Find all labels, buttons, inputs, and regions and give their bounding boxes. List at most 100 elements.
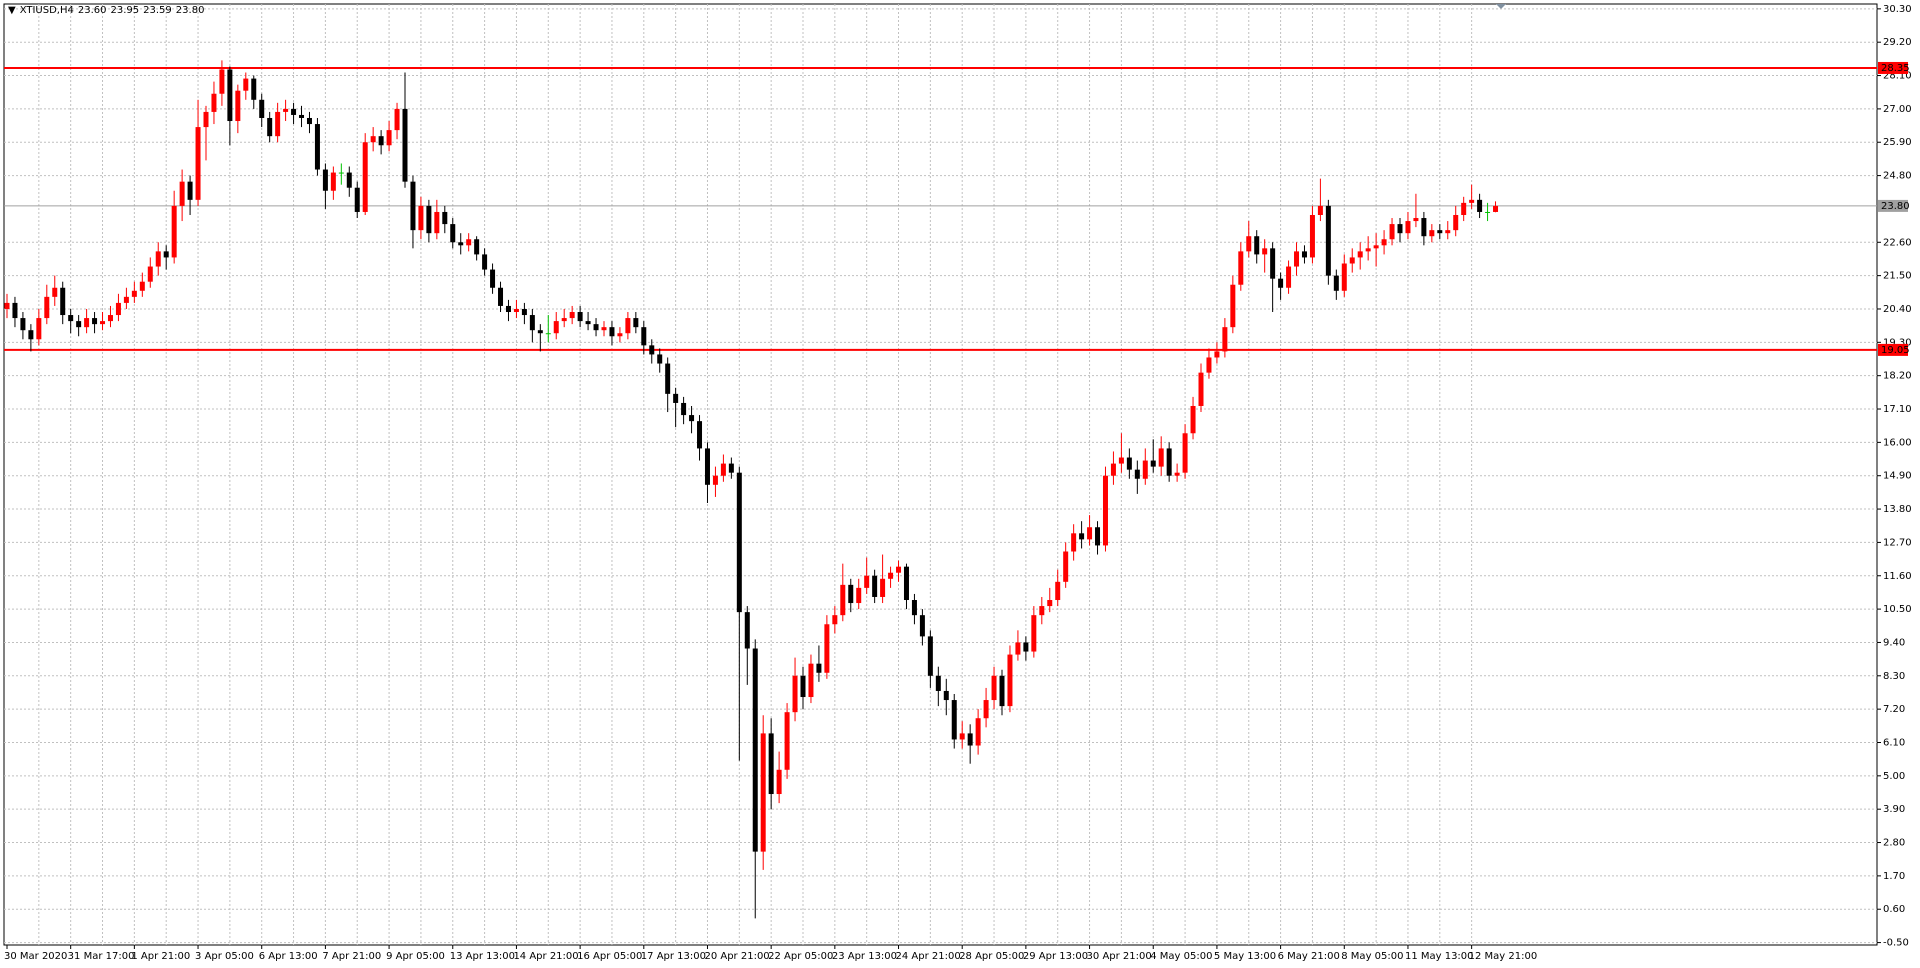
candle-body — [872, 575, 878, 597]
candle-body — [235, 90, 241, 122]
x-tick-label: 24 Apr 21:00 — [896, 951, 961, 962]
candle-body — [521, 308, 527, 316]
candle-body — [1031, 615, 1037, 652]
candle-body — [943, 690, 949, 701]
x-tick-label: 6 May 21:00 — [1278, 951, 1340, 962]
candle-body — [283, 108, 289, 112]
candle-body — [20, 318, 26, 331]
candle-body — [1095, 527, 1101, 546]
candle-body — [1317, 205, 1323, 215]
candle-body — [1118, 457, 1124, 464]
y-tick-label: 27.00 — [1883, 104, 1912, 115]
candle-body — [1174, 472, 1180, 476]
candle-body — [1381, 239, 1387, 246]
candle-body — [673, 393, 679, 403]
ohlc-high: 23.95 — [110, 5, 140, 16]
candle-body — [330, 172, 336, 191]
candle-body — [792, 675, 798, 713]
candle-body — [617, 333, 623, 337]
candle-body — [776, 769, 782, 795]
candle-body — [1102, 475, 1108, 546]
candle-body — [1134, 469, 1140, 479]
candle-body — [880, 578, 886, 597]
candle-body — [665, 363, 671, 394]
shift-marker[interactable] — [1496, 4, 1506, 9]
candle-body — [1270, 248, 1276, 279]
candle-body — [784, 712, 790, 770]
x-tick-label: 20 Apr 21:00 — [704, 951, 769, 962]
y-tick-label: 8.30 — [1883, 671, 1905, 682]
candle-body — [1222, 327, 1228, 352]
candle-body — [1158, 448, 1164, 467]
x-tick-label: 9 Apr 05:00 — [386, 951, 445, 962]
candle-body — [92, 318, 98, 325]
candle-body — [466, 239, 472, 246]
candle-body — [577, 312, 583, 322]
candle-body — [816, 663, 822, 673]
candle-body — [1365, 248, 1371, 252]
candle-body — [179, 181, 185, 206]
bid-line-label-box — [1878, 199, 1908, 212]
candle-body — [354, 187, 360, 212]
candle-body — [259, 99, 265, 118]
candle-body — [394, 108, 400, 131]
x-tick-label: 1 Apr 21:00 — [131, 951, 190, 962]
candle-body — [1214, 351, 1220, 358]
candle-body — [219, 69, 225, 94]
candle-body — [848, 584, 854, 604]
candle-body — [1493, 205, 1499, 212]
candle-body — [1357, 251, 1363, 258]
candle-body — [808, 663, 814, 698]
candle-body — [999, 675, 1005, 707]
candle-body — [1405, 221, 1411, 234]
candle-body — [585, 321, 591, 325]
horizontal-line-label: 28.35 — [1881, 63, 1910, 74]
candle-body — [370, 136, 376, 143]
candle-body — [991, 675, 997, 701]
y-tick-label: 13.80 — [1883, 504, 1912, 515]
candle-body — [1230, 284, 1236, 328]
candle-body — [299, 114, 305, 118]
candle-body — [1190, 405, 1196, 434]
x-tick-label: 23 Apr 13:00 — [832, 951, 897, 962]
candle-body — [1389, 224, 1395, 240]
candle-body — [338, 172, 344, 174]
plot-frame — [3, 3, 1878, 946]
candle-body — [1254, 236, 1260, 255]
candle-body — [824, 624, 830, 673]
candle-body — [1206, 357, 1212, 373]
x-tick-label: 8 May 05:00 — [1341, 951, 1403, 962]
candle-body — [633, 318, 639, 328]
candle-body — [60, 287, 66, 316]
candle-body — [4, 302, 10, 309]
candle-body — [1126, 457, 1132, 470]
y-tick-label: 14.90 — [1883, 471, 1912, 482]
y-tick-label: 11.60 — [1883, 571, 1912, 582]
candle-body — [1110, 463, 1116, 476]
candle-body — [800, 675, 806, 698]
candle-body — [1373, 245, 1379, 249]
candle-body — [704, 448, 710, 485]
header-arrow[interactable]: ▼ — [8, 5, 16, 16]
candle-body — [139, 281, 145, 291]
candle-body — [1071, 533, 1077, 552]
candle-body — [418, 205, 424, 231]
candle-body — [561, 318, 567, 322]
candle-body — [513, 308, 519, 313]
y-tick-label: 16.00 — [1883, 437, 1912, 448]
candle-body — [378, 136, 384, 146]
y-tick-label: 12.70 — [1883, 537, 1912, 548]
candle-body — [1333, 275, 1339, 291]
y-tick-label: 5.00 — [1883, 771, 1905, 782]
candle-body — [744, 612, 750, 649]
candle-body — [1477, 199, 1483, 212]
candle-body — [36, 318, 42, 340]
candle-body — [147, 266, 153, 282]
ohlc-open: 23.60 — [77, 5, 107, 16]
candle-body — [227, 69, 233, 122]
candle-body — [649, 345, 655, 355]
y-tick-label: 1.70 — [1883, 871, 1905, 882]
candle-body — [426, 205, 432, 234]
candle-body — [1397, 224, 1403, 234]
